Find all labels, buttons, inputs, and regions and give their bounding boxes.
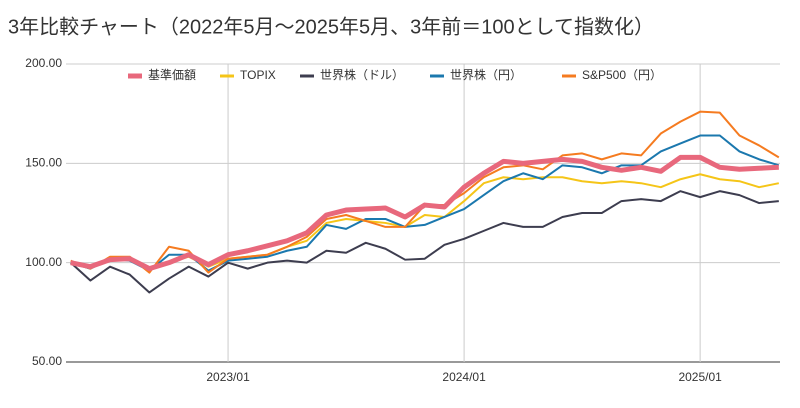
chart-title: 3年比較チャート（2022年5月〜2025年5月、3年前＝100として指数化）	[8, 15, 654, 38]
x-tick-label: 2024/01	[442, 370, 486, 384]
legend-label: 世界株（ドル）	[320, 67, 404, 82]
y-tick-label: 200.00	[25, 56, 62, 70]
y-tick-label: 150.00	[25, 156, 62, 170]
legend-label: S&P500（円）	[582, 68, 662, 82]
x-tick-label: 2025/01	[678, 370, 722, 384]
y-tick-label: 50.00	[32, 354, 62, 368]
series-line	[70, 190, 779, 294]
legend-label: 基準価額	[148, 67, 196, 82]
x-tick-label: 2023/01	[206, 370, 250, 384]
y-tick-label: 100.00	[25, 255, 62, 269]
series-line	[70, 154, 779, 272]
legend-label: 世界株（円）	[450, 67, 522, 82]
series-line	[70, 110, 780, 274]
legend-label: TOPIX	[240, 68, 276, 82]
